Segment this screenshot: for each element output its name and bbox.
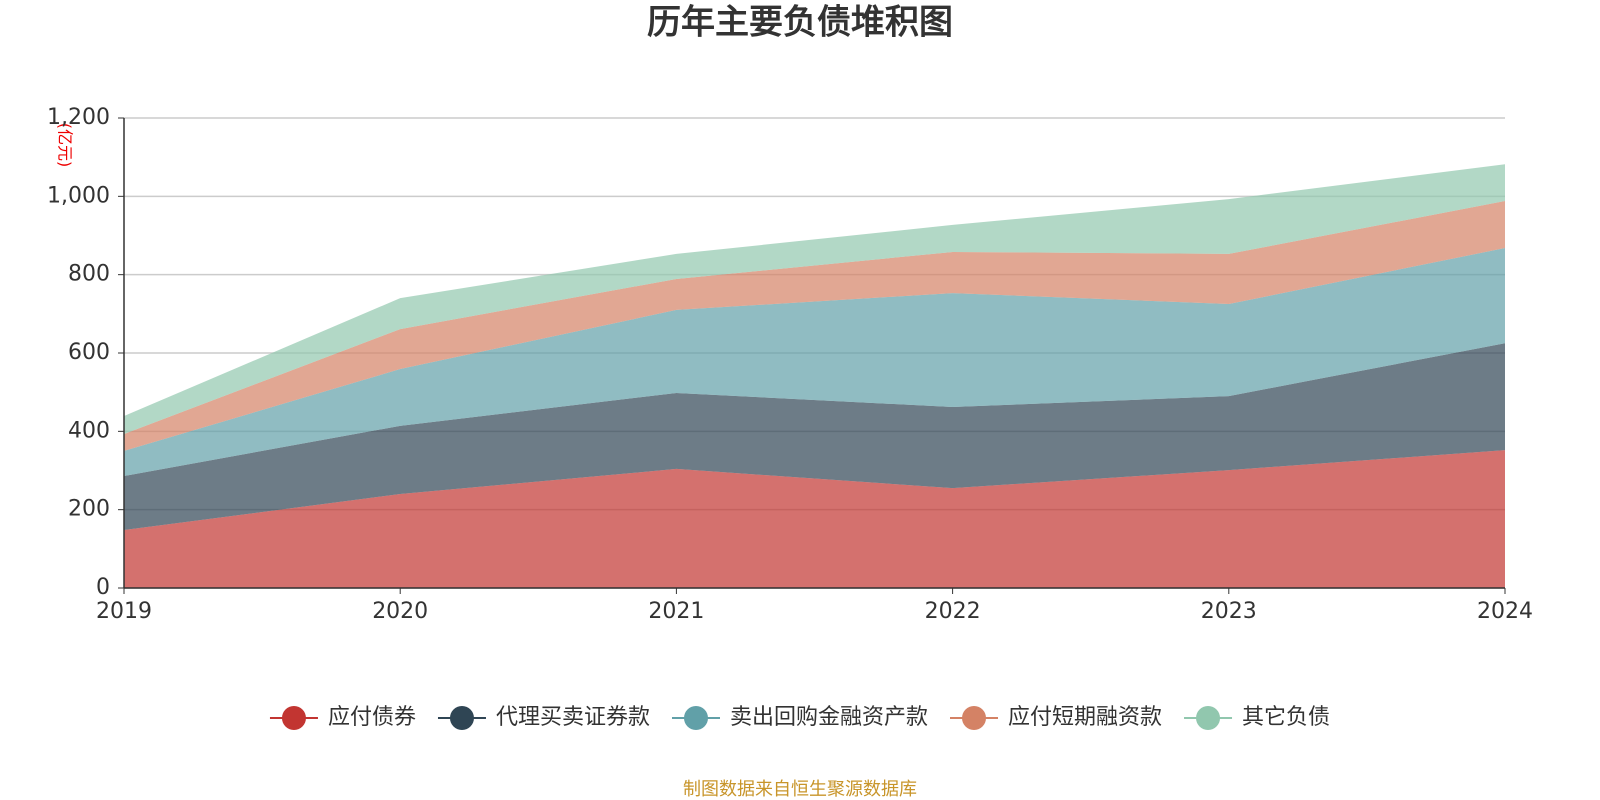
legend-label: 代理买卖证券款 bbox=[496, 705, 650, 730]
y-tick-label: 600 bbox=[68, 340, 110, 365]
legend-label: 应付债券 bbox=[328, 705, 416, 730]
legend-marker bbox=[962, 706, 987, 730]
x-tick-label: 2024 bbox=[1477, 599, 1533, 624]
y-axis-label: (亿元) bbox=[56, 123, 75, 168]
legend-item[interactable]: 应付债券 bbox=[269, 705, 416, 730]
legend-label: 其它负债 bbox=[1242, 705, 1330, 730]
area bbox=[124, 343, 1505, 531]
legend-item[interactable]: 卖出回购金融资产款 bbox=[671, 705, 928, 730]
x-tick-label: 2022 bbox=[925, 599, 981, 624]
y-tick-label: 1,000 bbox=[47, 183, 110, 208]
legend-label: 卖出回购金融资产款 bbox=[730, 705, 928, 730]
legend-marker bbox=[683, 706, 708, 730]
legend-item[interactable]: 其它负债 bbox=[1184, 705, 1330, 730]
y-tick-label: 0 bbox=[96, 575, 110, 600]
area bbox=[124, 248, 1505, 476]
legend-marker bbox=[1196, 706, 1221, 730]
area bbox=[124, 164, 1505, 435]
area bbox=[124, 201, 1505, 451]
legend-marker bbox=[449, 706, 474, 730]
area bbox=[124, 450, 1505, 588]
y-tick-label: 400 bbox=[68, 418, 110, 443]
legend-item[interactable]: 代理买卖证券款 bbox=[437, 705, 650, 730]
chart-title: 历年主要负债堆积图 bbox=[647, 3, 953, 43]
x-tick-label: 2019 bbox=[96, 599, 152, 624]
legend: 应付债券 代理买卖证券款 卖出回购金融资产款 应付短期融资款 其它负债 bbox=[269, 705, 1330, 730]
y-tick-label: 1,200 bbox=[47, 105, 110, 130]
plot-area: 0 200 400 600 800 1,000 1,200 2019 2020 2021 2022 2… bbox=[47, 105, 1533, 624]
y-tick-label: 200 bbox=[68, 497, 110, 522]
legend-item[interactable]: 应付短期融资款 bbox=[950, 705, 1162, 730]
x-tick-label: 2023 bbox=[1201, 599, 1257, 624]
y-tick-label: 800 bbox=[68, 262, 110, 287]
x-tick-label: 2020 bbox=[372, 599, 428, 624]
source-note: 制图数据来自恒生聚源数据库 bbox=[683, 779, 917, 800]
legend-label: 应付短期融资款 bbox=[1008, 705, 1162, 730]
x-tick-label: 2021 bbox=[648, 599, 704, 624]
legend-marker bbox=[281, 706, 306, 730]
